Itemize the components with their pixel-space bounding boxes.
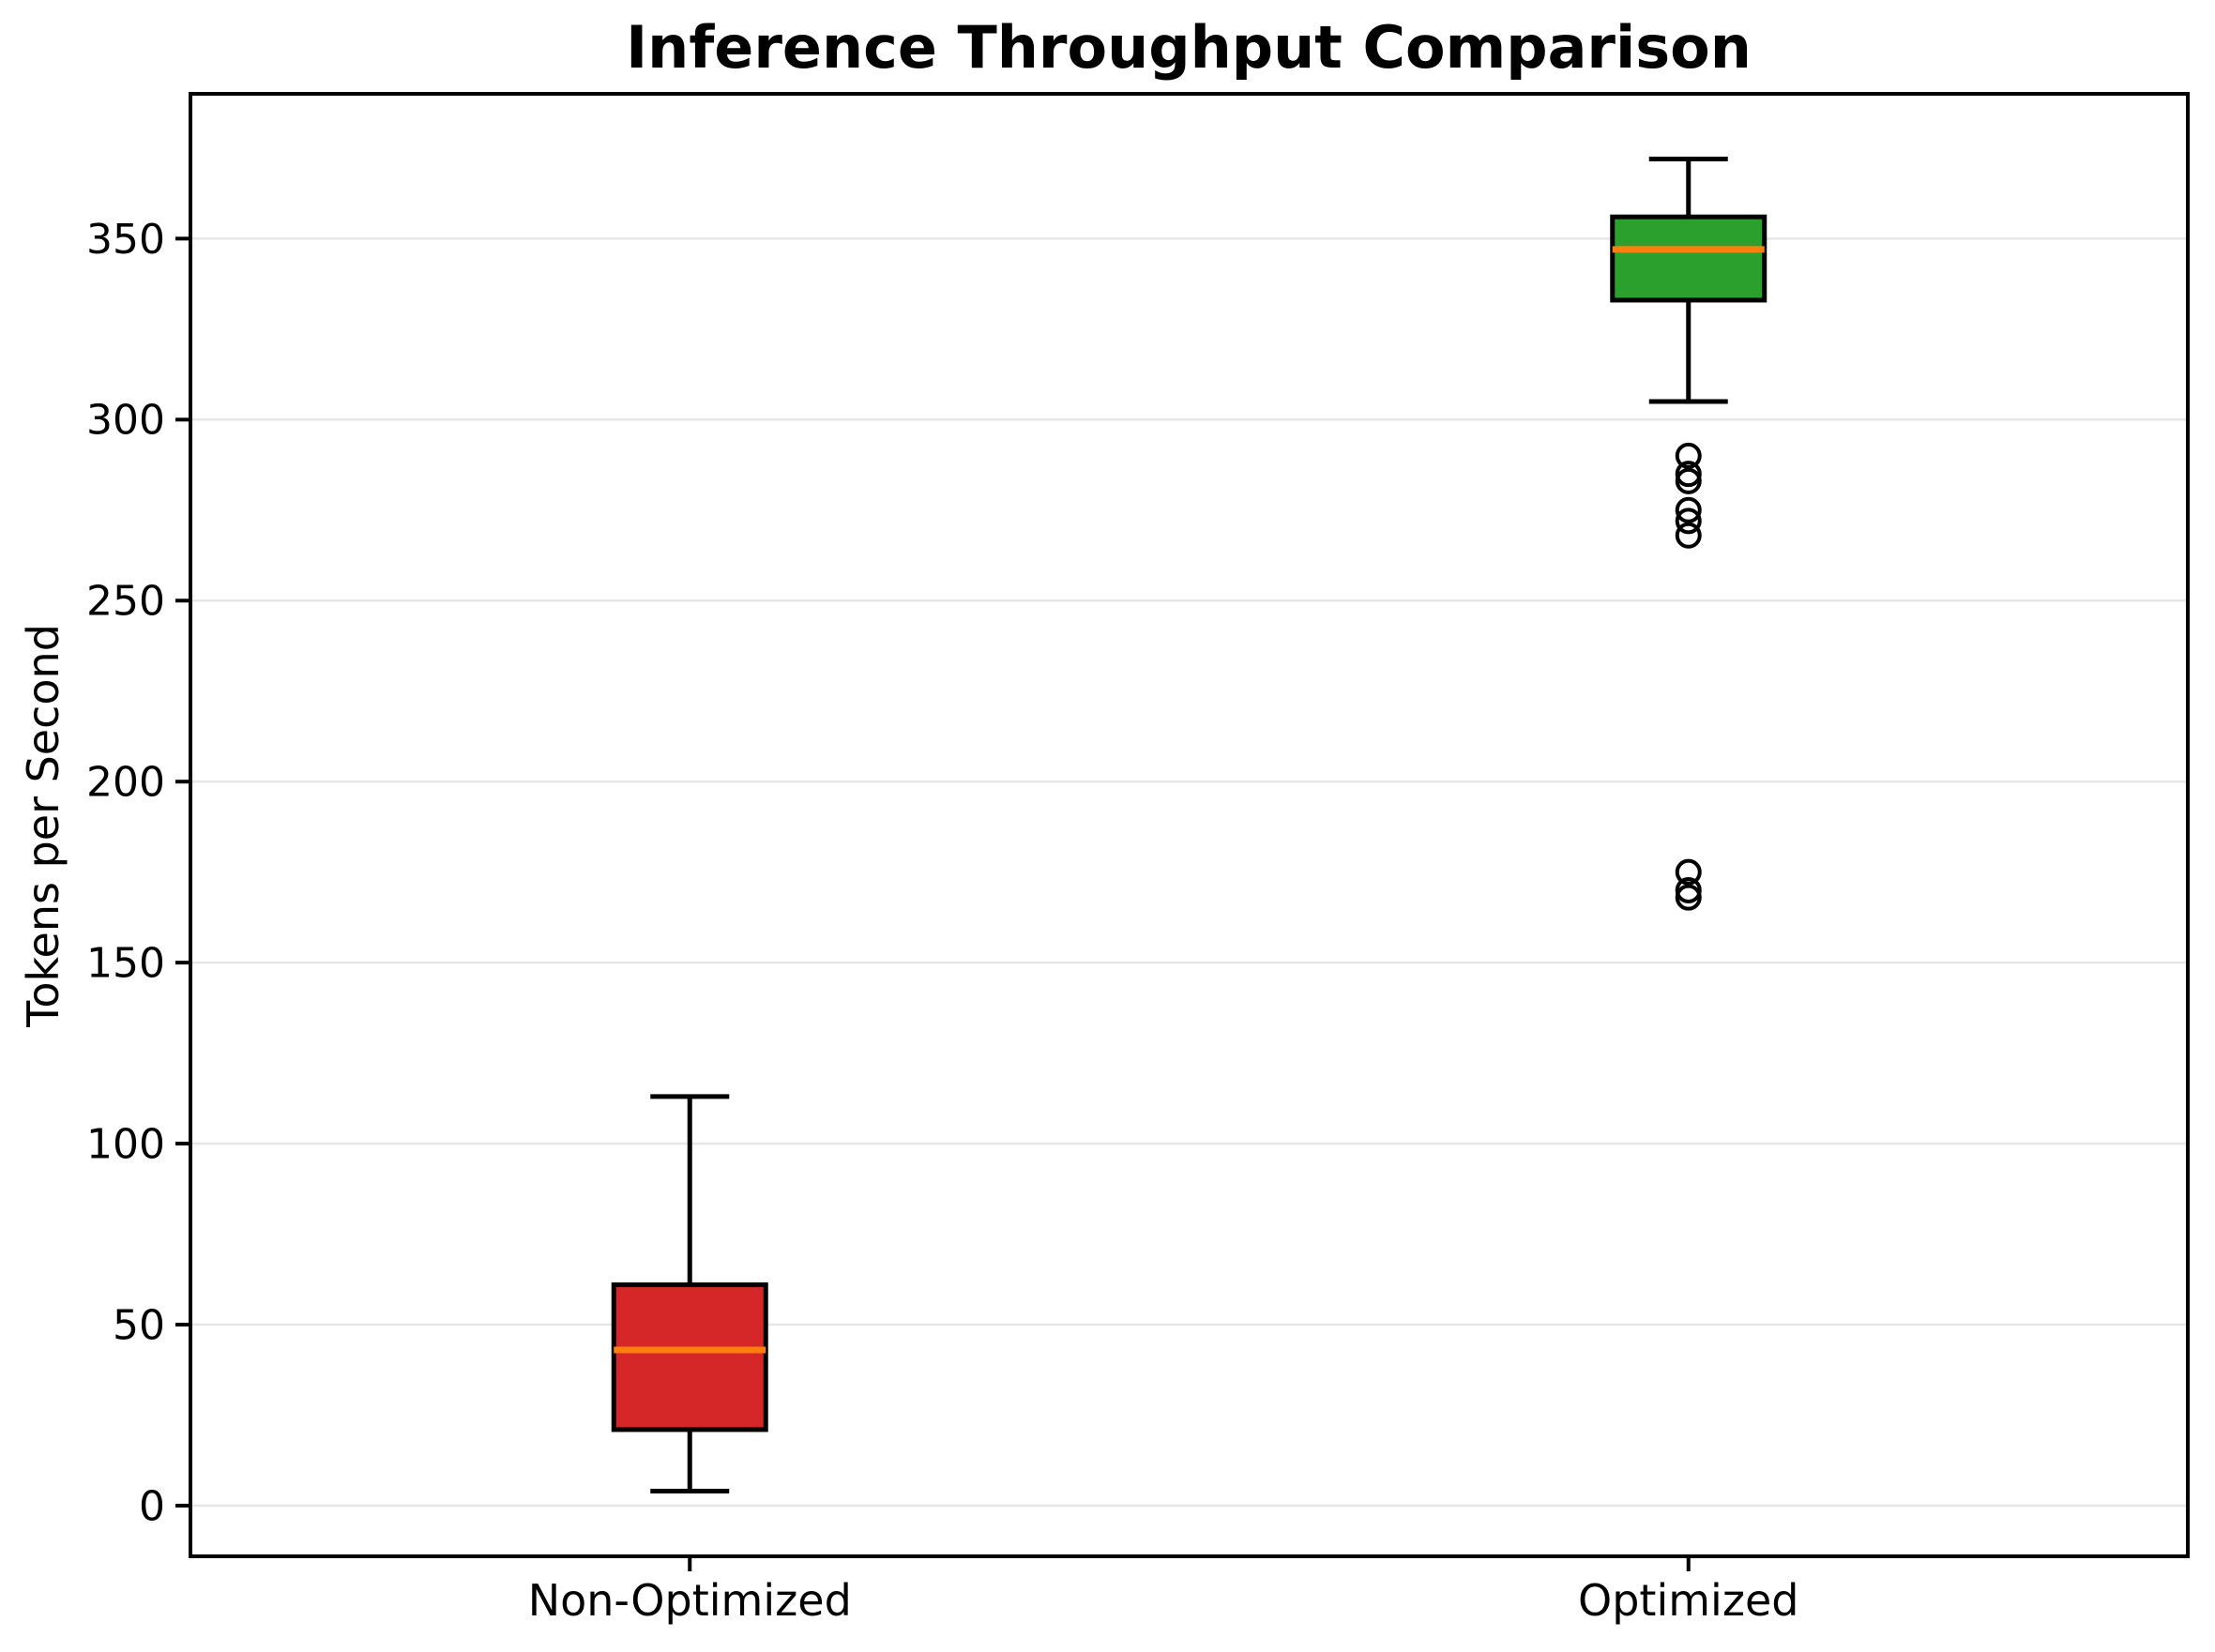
gridlines-layer bbox=[190, 237, 2188, 1508]
outlier-optimized-6 bbox=[1675, 858, 1702, 886]
y-axis-label: Tokens per Second bbox=[18, 624, 68, 1028]
outlier-optimized-7 bbox=[1675, 876, 1702, 903]
y-tick-label-100: 100 bbox=[86, 1120, 165, 1168]
y-tick-label-250: 250 bbox=[86, 578, 165, 626]
outlier-optimized-5 bbox=[1675, 522, 1702, 549]
outlier-optimized-2 bbox=[1675, 467, 1702, 494]
y-tick-label-150: 150 bbox=[86, 940, 165, 988]
box-optimized bbox=[1610, 214, 1767, 303]
box-non-optimized bbox=[611, 1282, 768, 1432]
outlier-optimized-0 bbox=[1675, 442, 1702, 469]
outlier-optimized-3 bbox=[1675, 496, 1702, 523]
axes-layer: 0 50 100 150 200 250 300 350 Non-Optimized Optimi… bbox=[86, 92, 2190, 1626]
y-tick-label-300: 300 bbox=[86, 397, 165, 445]
y-tick-label-50: 50 bbox=[113, 1301, 165, 1349]
chart-title: Inference Throughput Comparison bbox=[626, 13, 1752, 82]
plot-border bbox=[189, 92, 2190, 1558]
outlier-optimized-4 bbox=[1675, 508, 1702, 535]
outlier-optimized-1 bbox=[1675, 461, 1702, 488]
outlier-optimized-8 bbox=[1675, 884, 1702, 911]
x-tick-label-non-optimized: Non-Optimized bbox=[528, 1575, 852, 1626]
y-tick-label-350: 350 bbox=[86, 216, 165, 264]
boxes-layer bbox=[611, 156, 1767, 1494]
y-tick-label-200: 200 bbox=[86, 759, 165, 807]
x-tick-label-optimized: Optimized bbox=[1578, 1575, 1798, 1626]
y-tick-label-0: 0 bbox=[139, 1482, 165, 1530]
